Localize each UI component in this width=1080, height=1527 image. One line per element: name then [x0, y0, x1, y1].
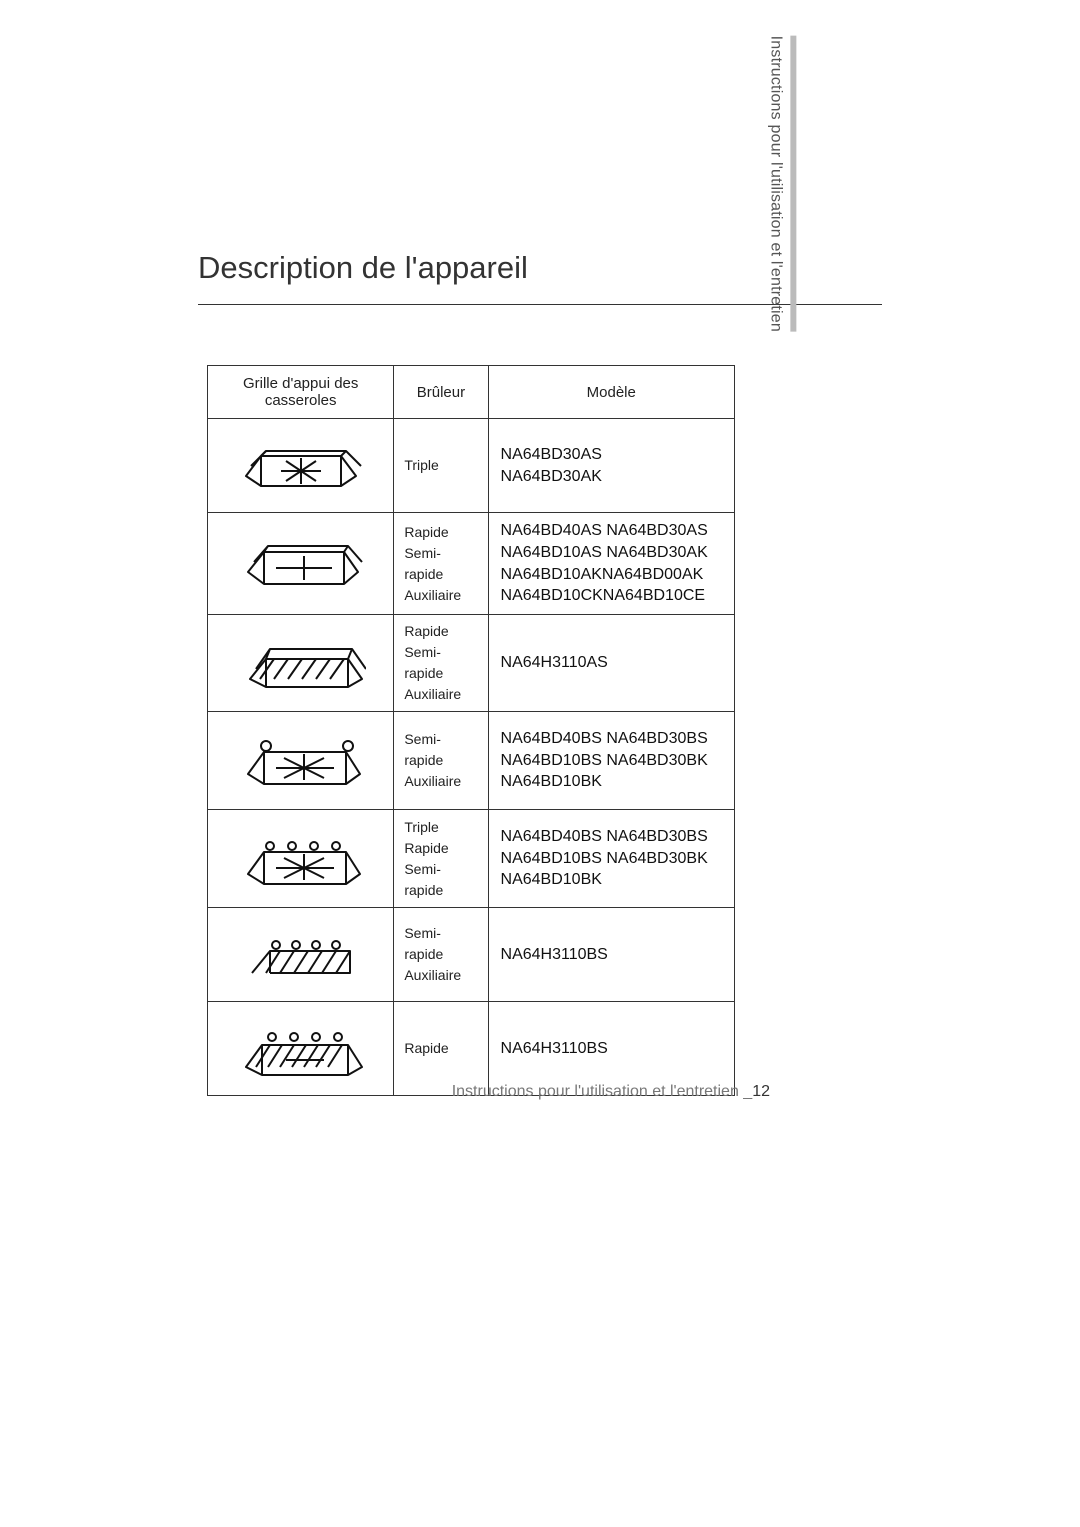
table-header-row: Grille d'appui des casseroles Brûleur Mo… — [208, 366, 735, 419]
model-cell: NA64H3110BS — [488, 908, 734, 1002]
model-cell: NA64BD40BS NA64BD30BSNA64BD10BS NA64BD30… — [488, 712, 734, 810]
grille-image-cell — [208, 712, 394, 810]
table-row: RapideSemi-rapideAuxiliaire NA64H3110AS — [208, 615, 735, 712]
table-row: Triple NA64BD30ASNA64BD30AK — [208, 419, 735, 513]
table-row: Rapide NA64H3110BS — [208, 1002, 735, 1096]
grille-image-cell — [208, 419, 394, 513]
bruleur-cell: Semi-rapideAuxiliaire — [394, 712, 488, 810]
grille-bars-open-icon — [236, 925, 366, 985]
grille-triple-icon — [236, 436, 366, 496]
bruleur-cell: RapideSemi-rapideAuxiliaire — [394, 615, 488, 712]
side-tab: Instructions pour l'utilisation et l'ent… — [766, 36, 796, 332]
header-modele: Modèle — [488, 366, 734, 419]
model-cell: NA64BD30ASNA64BD30AK — [488, 419, 734, 513]
model-cell: NA64BD40AS NA64BD30ASNA64BD10AS NA64BD30… — [488, 513, 734, 615]
model-cell: NA64BD40BS NA64BD30BSNA64BD10BS NA64BD30… — [488, 810, 734, 908]
grille-multibar-icon — [236, 633, 366, 693]
page-number: 12 — [752, 1083, 770, 1100]
model-cell: NA64H3110AS — [488, 615, 734, 712]
grille-image-cell — [208, 1002, 394, 1096]
bruleur-cell: Rapide — [394, 1002, 488, 1096]
grille-image-cell — [208, 513, 394, 615]
bruleur-cell: Semi-rapideAuxiliaire — [394, 908, 488, 1002]
header-bruleur: Brûleur — [394, 366, 488, 419]
header-grille: Grille d'appui des casseroles — [208, 366, 394, 419]
grille-semi-aux-icon — [236, 730, 366, 792]
grille-image-cell — [208, 810, 394, 908]
model-cell: NA64H3110BS — [488, 1002, 734, 1096]
table-row: Semi-rapideAuxiliaire NA64BD40BS NA64BD3… — [208, 712, 735, 810]
table-row: Semi-rapideAuxiliaire NA64H3110BS — [208, 908, 735, 1002]
table-row: RapideSemi-rapideAuxiliaire NA64BD40AS N… — [208, 513, 735, 615]
grille-table: Grille d'appui des casseroles Brûleur Mo… — [207, 365, 735, 1096]
table-row: TripleRapideSemi-rapide NA64BD40BS NA64B… — [208, 810, 735, 908]
grille-image-cell — [208, 908, 394, 1002]
grille-image-cell — [208, 615, 394, 712]
bruleur-cell: TripleRapideSemi-rapide — [394, 810, 488, 908]
page-footer: Instructions pour l'utilisation et l'ent… — [452, 1083, 770, 1101]
bruleur-cell: Triple — [394, 419, 488, 513]
footer-text: Instructions pour l'utilisation et l'ent… — [452, 1083, 753, 1100]
bruleur-cell: RapideSemi-rapideAuxiliaire — [394, 513, 488, 615]
grille-rapide-icon — [236, 1019, 366, 1079]
grille-flat-icon — [236, 534, 366, 594]
grille-triple-rapide-icon — [236, 828, 366, 890]
